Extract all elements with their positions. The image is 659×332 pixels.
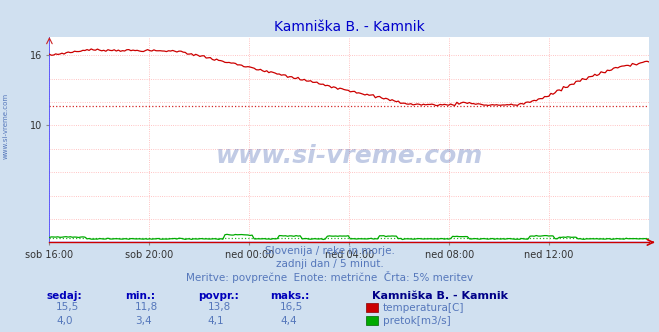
Text: www.si-vreme.com: www.si-vreme.com <box>215 144 483 168</box>
Text: min.:: min.: <box>125 291 156 301</box>
Text: maks.:: maks.: <box>270 291 310 301</box>
Title: Kamniška B. - Kamnik: Kamniška B. - Kamnik <box>274 20 424 34</box>
Text: 15,5: 15,5 <box>56 302 79 312</box>
Text: 13,8: 13,8 <box>208 302 231 312</box>
Text: 3,4: 3,4 <box>135 316 152 326</box>
Text: sedaj:: sedaj: <box>46 291 82 301</box>
Text: 4,1: 4,1 <box>208 316 224 326</box>
Text: pretok[m3/s]: pretok[m3/s] <box>383 316 451 326</box>
Text: 4,0: 4,0 <box>56 316 72 326</box>
Text: 4,4: 4,4 <box>280 316 297 326</box>
Text: povpr.:: povpr.: <box>198 291 239 301</box>
Text: www.si-vreme.com: www.si-vreme.com <box>2 93 9 159</box>
Text: Meritve: povprečne  Enote: metrične  Črta: 5% meritev: Meritve: povprečne Enote: metrične Črta:… <box>186 271 473 283</box>
Text: 11,8: 11,8 <box>135 302 158 312</box>
Text: Slovenija / reke in morje.: Slovenija / reke in morje. <box>264 246 395 256</box>
Text: 16,5: 16,5 <box>280 302 303 312</box>
Text: temperatura[C]: temperatura[C] <box>383 303 465 313</box>
Text: Kamniška B. - Kamnik: Kamniška B. - Kamnik <box>372 291 508 301</box>
Text: zadnji dan / 5 minut.: zadnji dan / 5 minut. <box>275 259 384 269</box>
